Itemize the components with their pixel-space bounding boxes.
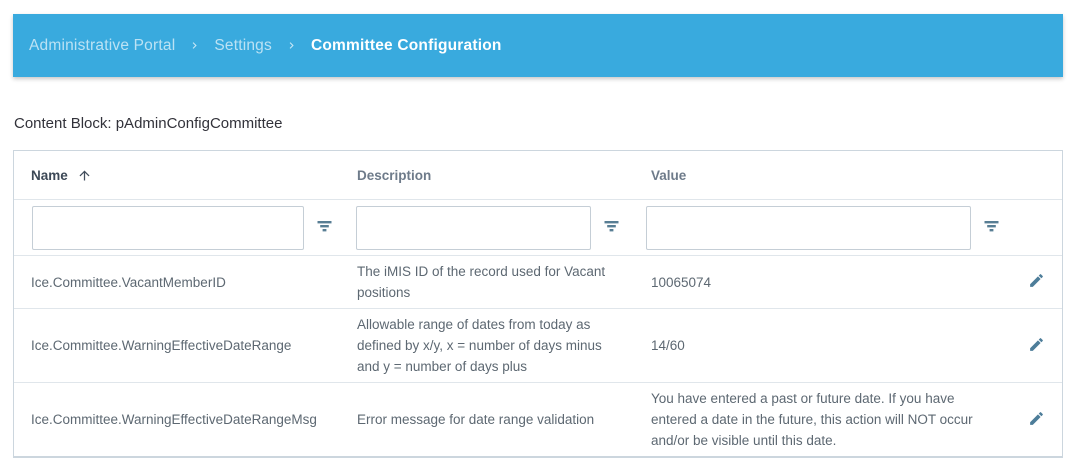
edit-pencil-icon — [1028, 336, 1045, 356]
name-filter-menu-button[interactable] — [304, 206, 344, 250]
edit-pencil-icon — [1028, 272, 1045, 292]
setting-description: The iMIS ID of the record used for Vacan… — [357, 264, 606, 300]
chevron-right-icon — [285, 39, 298, 52]
value-filter-input[interactable] — [646, 205, 971, 250]
filter-icon — [604, 220, 619, 235]
table-row: Ice.Committee.WarningEffectiveDateRange … — [14, 308, 1062, 382]
setting-name: Ice.Committee.VacantMemberID — [31, 274, 226, 290]
edit-button[interactable] — [1020, 329, 1054, 363]
content-block-label: Content Block: pAdminConfigCommittee — [14, 115, 283, 132]
row-actions — [1011, 256, 1062, 308]
filter-cell-description — [344, 205, 631, 250]
filter-icon — [984, 220, 999, 235]
setting-value: You have entered a past or future date. … — [651, 391, 973, 448]
row-actions — [1011, 383, 1062, 456]
setting-name: Ice.Committee.WarningEffectiveDateRangeM… — [31, 412, 317, 427]
description-filter-input[interactable] — [356, 205, 591, 250]
name-filter-input[interactable] — [32, 205, 304, 250]
breadcrumb: Administrative Portal Settings Committee… — [29, 37, 502, 55]
column-header-value-label: Value — [651, 167, 687, 183]
grid-header-row: Name Description Value — [14, 151, 1062, 199]
table-row: Ice.Committee.VacantMemberID The iMIS ID… — [14, 255, 1062, 308]
column-header-description[interactable]: Description — [344, 168, 631, 183]
setting-description: Error message for date range validation — [357, 412, 595, 427]
edit-pencil-icon — [1028, 410, 1045, 430]
sort-ascending-icon — [77, 168, 92, 183]
breadcrumb-administrative-portal[interactable]: Administrative Portal — [29, 36, 176, 54]
table-row: Ice.Committee.WarningEffectiveDateRangeM… — [14, 382, 1062, 456]
filter-icon — [317, 220, 332, 235]
column-header-name-label: Name — [31, 167, 68, 183]
edit-button[interactable] — [1020, 265, 1054, 299]
filter-cell-value — [631, 205, 1011, 250]
value-filter-menu-button[interactable] — [971, 206, 1011, 250]
filter-cell-name — [14, 205, 344, 250]
breadcrumb-committee-configuration: Committee Configuration — [310, 36, 502, 54]
description-filter-menu-button[interactable] — [591, 206, 631, 250]
column-header-description-label: Description — [357, 167, 432, 183]
setting-description: Allowable range of dates from today as d… — [357, 317, 602, 374]
setting-value: 10065074 — [651, 274, 712, 290]
row-actions — [1011, 309, 1062, 382]
column-header-value[interactable]: Value — [631, 168, 1011, 183]
chevron-right-icon — [188, 39, 201, 52]
column-header-name[interactable]: Name — [14, 168, 344, 183]
setting-name: Ice.Committee.WarningEffectiveDateRange — [31, 338, 292, 353]
breadcrumb-settings[interactable]: Settings — [214, 36, 272, 54]
setting-value: 14/60 — [651, 338, 685, 353]
config-settings-grid: Name Description Value — [13, 150, 1063, 458]
edit-button[interactable] — [1020, 403, 1054, 437]
grid-filter-row — [14, 199, 1062, 255]
appbar: Administrative Portal Settings Committee… — [13, 14, 1063, 77]
